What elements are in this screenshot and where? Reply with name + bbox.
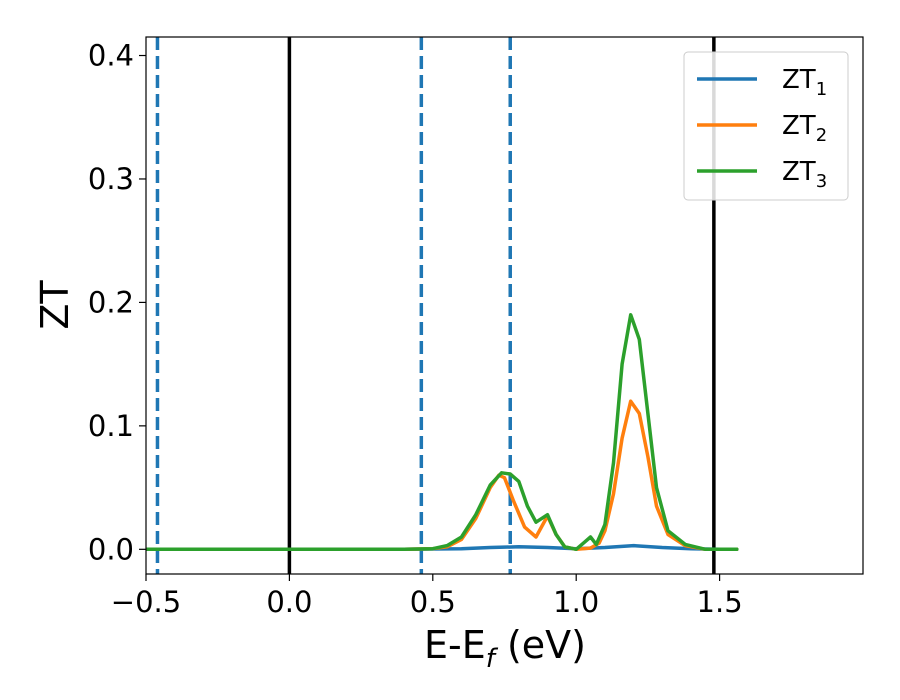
series-line-zt3 <box>146 313 739 552</box>
legend-label-zt3: ZT3 <box>782 157 827 192</box>
legend-box <box>683 51 849 201</box>
x-axis: −0.5 0.0 0.5 1.0 1.5 <box>111 574 743 619</box>
legend-label-zt2: ZT2 <box>782 111 827 146</box>
series-lines <box>146 313 739 552</box>
y-axis-title: ZT <box>33 280 77 330</box>
x-tick-label: 0.5 <box>410 585 456 619</box>
y-tick-label: 0.2 <box>88 285 134 319</box>
x-axis-title: E-Ef (eV) <box>424 623 586 674</box>
y-tick-label: 0.0 <box>88 532 134 566</box>
y-tick-label: 0.4 <box>88 39 134 73</box>
plot-frame <box>145 36 864 575</box>
legend: ZT1 ZT2 ZT3 <box>683 51 849 201</box>
y-axis: 0.0 0.1 0.2 0.3 0.4 <box>88 39 146 566</box>
y-tick-label: 0.1 <box>88 409 134 443</box>
legend-label-zt1: ZT1 <box>782 65 827 100</box>
reference-lines <box>155 37 716 574</box>
y-tick-label: 0.3 <box>88 162 134 196</box>
x-tick-label: 1.5 <box>697 585 743 619</box>
x-tick-label: 1.0 <box>553 585 599 619</box>
x-tick-label: 0.0 <box>266 585 312 619</box>
x-tick-label: −0.5 <box>111 585 181 619</box>
